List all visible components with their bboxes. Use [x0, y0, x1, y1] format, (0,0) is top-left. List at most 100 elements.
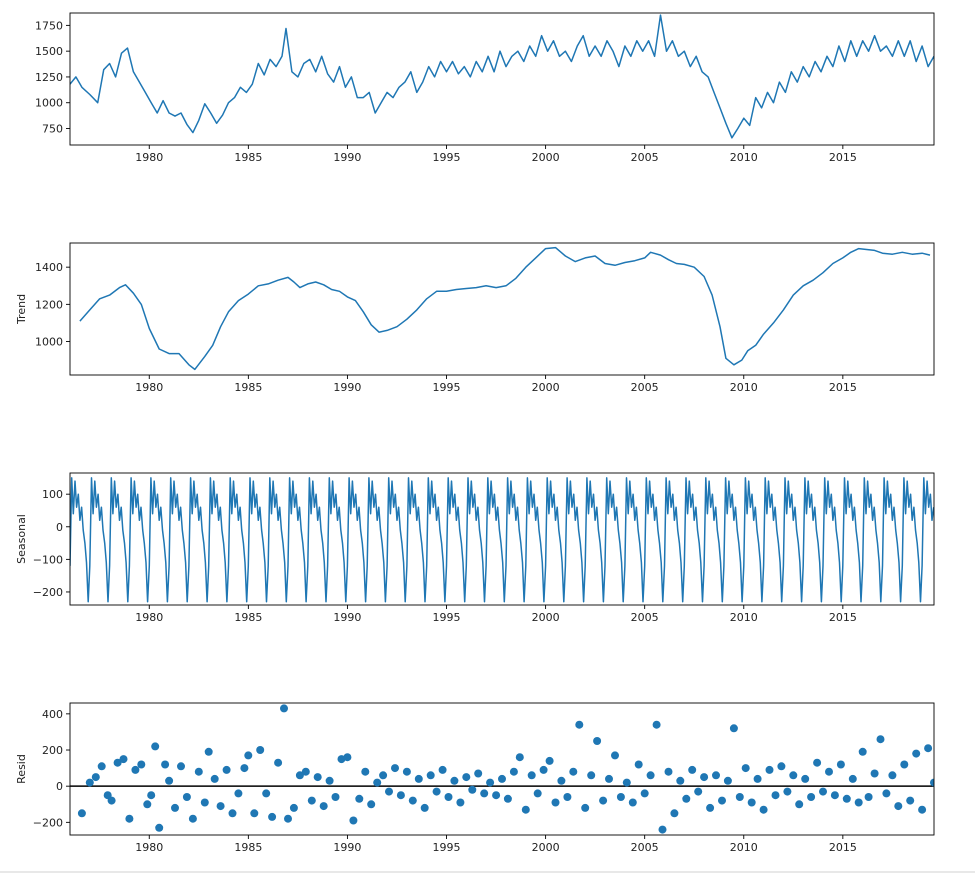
resid-point	[789, 771, 798, 780]
resid-point	[819, 787, 827, 796]
seasonal-x-tick-label: 2000	[532, 611, 560, 624]
trend-plot-area	[70, 243, 934, 375]
resid-point	[646, 771, 655, 780]
resid-point	[634, 760, 643, 769]
resid-point	[131, 765, 140, 774]
resid-point	[611, 751, 619, 760]
resid-point	[498, 774, 506, 783]
resid-point	[284, 814, 292, 823]
resid-x-tick-label: 2010	[730, 841, 758, 854]
resid-point	[652, 720, 661, 729]
observed-y-tick-label: 1500	[35, 45, 63, 58]
resid-point	[924, 744, 933, 753]
resid-point	[438, 765, 447, 774]
resid-point	[137, 760, 146, 769]
trend-series-line	[79, 246, 931, 371]
resid-point	[509, 767, 518, 776]
resid-point	[301, 767, 310, 776]
resid-point	[307, 796, 316, 805]
resid-point	[747, 798, 756, 807]
seasonal-y-tick-label: −200	[33, 586, 63, 599]
resid-point	[706, 803, 715, 812]
resid-point	[450, 776, 459, 785]
resid-point	[771, 791, 780, 800]
resid-point	[723, 776, 732, 785]
resid-point	[468, 785, 477, 794]
resid-point	[688, 765, 697, 774]
trend-y-tick-label: 1000	[35, 336, 63, 349]
resid-point	[876, 735, 885, 744]
resid-point	[795, 800, 804, 809]
resid-point	[906, 796, 915, 805]
resid-point	[664, 767, 673, 776]
resid-point	[85, 778, 94, 787]
resid-point	[385, 787, 393, 796]
resid-point	[125, 814, 134, 823]
resid-point	[551, 798, 560, 807]
trend-x-tick-label: 1990	[333, 381, 361, 394]
observed-x-tick-label: 2005	[631, 151, 659, 164]
resid-point	[888, 771, 897, 780]
resid-point	[234, 789, 243, 798]
resid-y-tick-label: 0	[56, 780, 63, 793]
resid-point	[432, 787, 441, 796]
resid-point	[628, 798, 637, 807]
resid-point	[599, 796, 608, 805]
resid-x-tick-label: 1980	[135, 841, 163, 854]
resid-point	[894, 802, 903, 811]
resid-point	[575, 720, 584, 729]
observed-y-tick-label: 1000	[35, 97, 63, 110]
resid-x-tick-label: 1990	[333, 841, 361, 854]
resid-point	[361, 767, 370, 776]
seasonal-y-tick-label: 100	[42, 488, 63, 501]
trend-x-tick-label: 1980	[135, 381, 163, 394]
observed-x-tick-label: 2015	[829, 151, 857, 164]
resid-point	[605, 774, 613, 783]
resid-point	[426, 771, 435, 780]
resid-point	[379, 771, 388, 780]
resid-point	[222, 765, 231, 774]
resid-point	[848, 774, 857, 783]
resid-point	[289, 803, 298, 812]
resid-plot-area	[70, 703, 934, 835]
observed-plot-area	[70, 13, 934, 145]
resid-point	[830, 791, 839, 800]
resid-point	[480, 789, 489, 798]
resid-x-tick-label: 2000	[532, 841, 560, 854]
observed-y-tick-label: 1250	[35, 71, 63, 84]
resid-point	[200, 798, 209, 807]
resid-point	[858, 747, 867, 756]
observed-axes-frame	[69, 12, 935, 146]
resid-point	[813, 758, 822, 767]
resid-point	[391, 764, 399, 773]
trend-panel: 1980 1985 1990 1995 2000 2005 2010 2015 1000 1200…	[15, 242, 935, 394]
resid-point	[268, 812, 277, 821]
resid-point	[143, 800, 152, 809]
seasonal-x-tick-label: 1985	[234, 611, 262, 624]
resid-point	[765, 765, 774, 774]
resid-point	[729, 724, 738, 733]
resid-point	[420, 803, 429, 812]
resid-point	[319, 802, 328, 811]
resid-point	[151, 742, 160, 751]
resid-point	[930, 778, 934, 787]
resid-point	[801, 774, 810, 783]
resid-point	[783, 787, 792, 796]
resid-point	[367, 800, 376, 809]
resid-point	[539, 765, 548, 774]
seasonal-x-tick-label: 1980	[135, 611, 163, 624]
seasonal-y-tick-label: 0	[56, 521, 63, 534]
resid-point	[349, 816, 358, 825]
resid-y-tick-label: 200	[42, 744, 63, 757]
trend-x-tick-label: 1985	[234, 381, 262, 394]
observed-x-tick-label: 1985	[234, 151, 262, 164]
seasonal-series-line	[70, 477, 934, 603]
trend-x-tick-label: 2015	[829, 381, 857, 394]
resid-point	[402, 767, 411, 776]
resid-point	[91, 773, 100, 782]
resid-point	[194, 767, 203, 776]
resid-point	[712, 771, 720, 780]
resid-point	[113, 758, 122, 767]
resid-point	[313, 773, 322, 782]
resid-point	[700, 773, 709, 782]
